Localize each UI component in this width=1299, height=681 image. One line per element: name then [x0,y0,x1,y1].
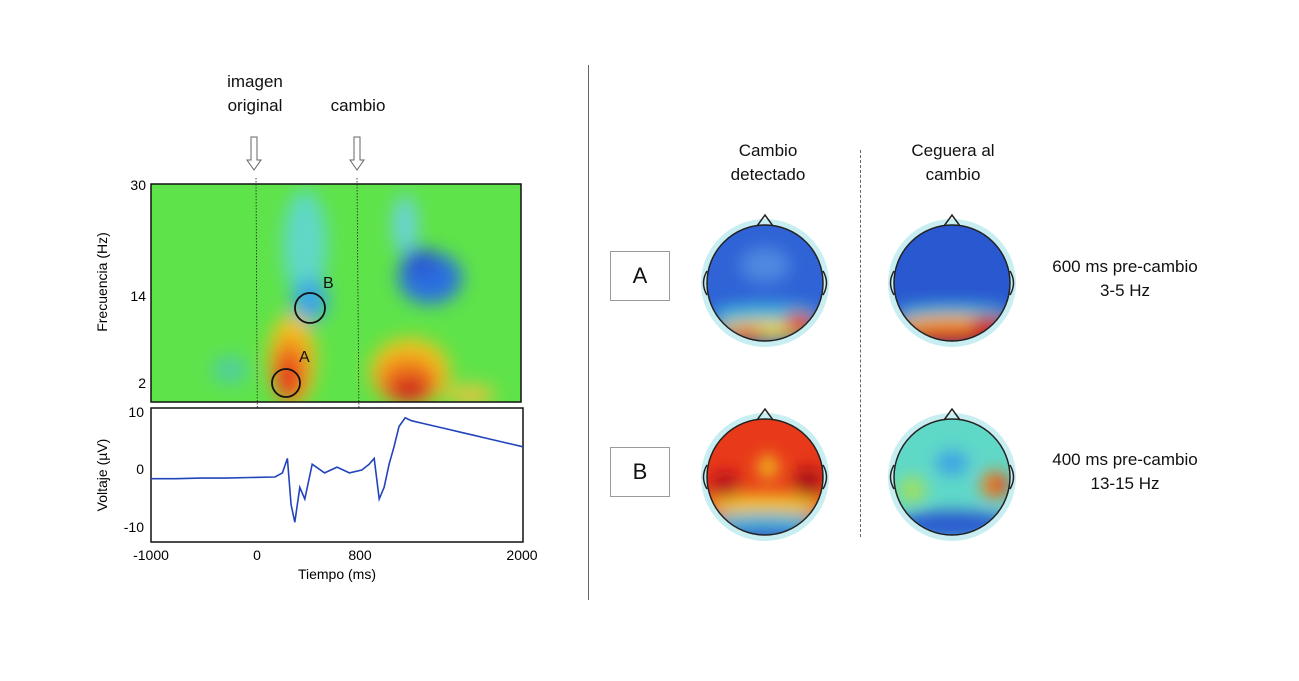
erp-plot [151,416,524,523]
column-header-blindness-line-1: Ceguera al [911,141,995,160]
marker-circle-b [294,292,326,324]
erp-ytick-10: 10 [128,404,144,420]
row-label-b: B [610,447,670,497]
row-desc-a-line-1: 600 ms pre-cambio [1052,257,1198,276]
panel-divider [588,65,589,600]
xtick-800: 800 [348,547,372,563]
topomap-a-blindness [888,213,1016,347]
erp-ylabel: Voltaje (µV) [94,439,110,512]
xtick-2000: 2000 [506,547,537,563]
spec-ylabel: Frecuencia (Hz) [94,232,110,332]
topo-column-divider [860,150,861,537]
annotation-change: cambio [330,96,386,115]
spectrogram-frame [150,183,522,403]
spec-ytick-14: 14 [130,288,146,304]
topomap-a-detected [701,213,829,347]
xlabel: Tiempo (ms) [298,566,376,582]
row-desc-b: 400 ms pre-cambio 13-15 Hz [1030,448,1220,496]
left-figure: A B 30 14 2 Frecuencia (Hz) 10 0 -10 Vol… [94,136,538,582]
row-label-a: A [610,251,670,301]
erp-series-line [151,416,524,523]
column-header-blindness: Ceguera al cambio [893,139,1013,187]
marker-circle-a [271,368,301,398]
annotation-original-image: imagen original [205,70,305,118]
row-desc-a: 600 ms pre-cambio 3-5 Hz [1030,255,1220,303]
spec-ytick-30: 30 [130,177,146,193]
column-header-detected-line-1: Cambio [738,141,798,160]
topo-maps [701,213,1016,541]
row-desc-b-line-1: 400 ms pre-cambio [1052,450,1198,469]
erp-ytick-0: 0 [136,461,144,477]
marker-label-b: B [323,275,334,292]
topomap-b-detected [701,407,829,541]
erp-ytick-minus10: -10 [124,519,144,535]
topomap-b-blindness [888,407,1016,541]
column-header-blindness-line-2: cambio [925,165,981,184]
erp-frame [150,407,524,543]
annotation-original-line-1: imagen [227,72,283,91]
annotation-original-line-2: original [227,96,283,115]
xtick-minus1000: -1000 [133,547,169,563]
row-desc-b-line-2: 13-15 Hz [1090,474,1160,493]
arrow-change-icon [349,136,365,171]
column-header-detected-line-2: detectado [730,165,806,184]
marker-label-a: A [299,349,310,366]
spec-ytick-2: 2 [138,375,146,391]
column-header-detected: Cambio detectado [708,139,828,187]
row-desc-a-line-2: 3-5 Hz [1099,281,1151,300]
xtick-0: 0 [253,547,261,563]
arrow-original-icon [246,136,262,171]
spectrogram-heatmap [151,184,521,402]
